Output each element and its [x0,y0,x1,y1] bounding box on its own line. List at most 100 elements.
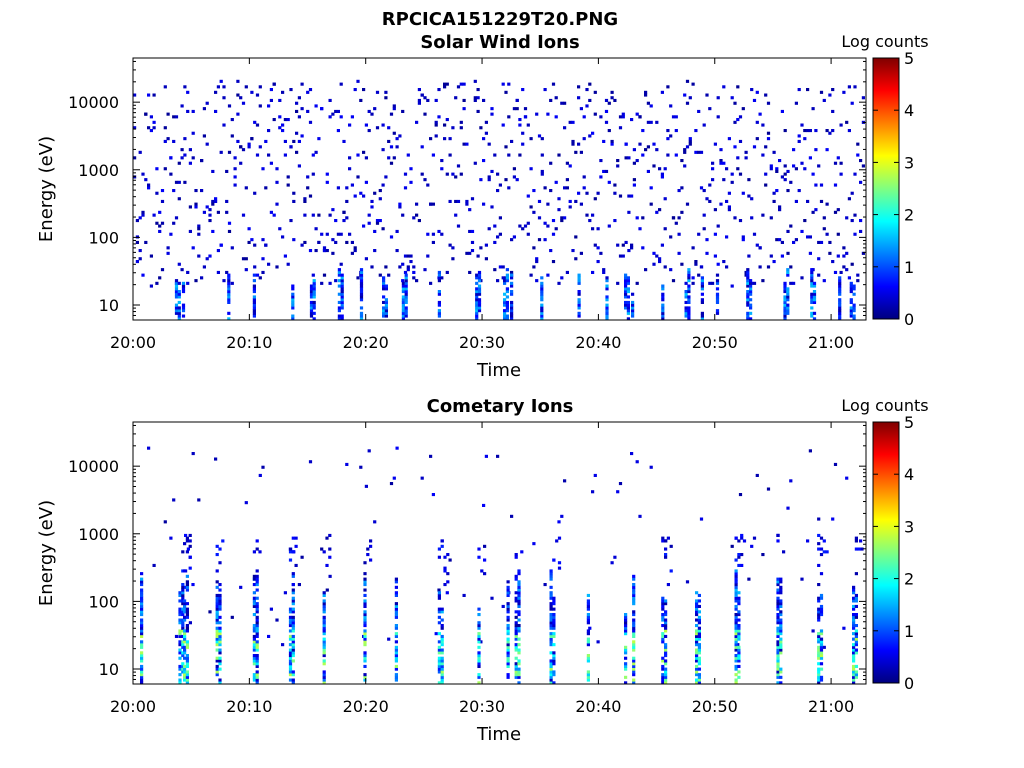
heatmap-cell [177,197,181,201]
heatmap-cell [264,186,268,190]
heatmap-cell [505,276,509,280]
heatmap-cell [403,172,408,176]
heatmap-cell [297,583,301,587]
heatmap-cell [684,306,688,310]
heatmap-cell [178,621,182,625]
heatmap-cell [776,670,780,674]
heatmap-cell [258,276,262,280]
heatmap-cell [177,262,181,266]
heatmap-cell [507,186,511,190]
heatmap-cell [311,153,315,157]
heatmap-cell [181,654,185,658]
heatmap-cell [734,591,738,595]
heatmap-cell [817,615,821,619]
heatmap-cell [498,232,502,236]
heatmap-cell [394,577,398,581]
heatmap-cell [440,232,444,236]
heatmap-cell [586,602,590,606]
heatmap-cell [734,667,738,671]
heatmap-cell [297,96,301,100]
heatmap-cell [475,295,479,299]
heatmap-cell [181,287,186,291]
heatmap-cell [356,175,360,179]
heatmap-cell [482,137,486,141]
heatmap-cell [174,216,179,220]
heatmap-cell [577,96,581,100]
heatmap-cell [404,290,408,294]
heatmap-cell [586,593,590,597]
heatmap-cell [852,604,856,608]
heatmap-cell [172,221,176,225]
heatmap-cell [510,238,514,242]
heatmap-cell [211,169,215,173]
heatmap-cell [140,659,144,663]
heatmap-cell [477,306,482,310]
heatmap-cell [493,268,497,272]
heatmap-cell [174,292,179,296]
heatmap-cell [852,624,856,628]
heatmap-cell [140,583,144,587]
heatmap-cell [345,462,349,466]
heatmap-cell [831,517,835,521]
heatmap-cell [477,607,481,611]
heatmap-cell [817,517,821,521]
heatmap-cell [514,634,518,638]
heatmap-cell [477,300,482,304]
heatmap-cell [697,681,701,685]
heatmap-cell [852,626,856,630]
heatmap-cell [579,251,583,255]
heatmap-cell [697,621,701,625]
heatmap-cell [320,107,324,111]
heatmap-cell [255,123,260,127]
heatmap-cell [632,626,636,630]
heatmap-cell [373,229,377,233]
heatmap-cell [506,585,510,589]
heatmap-cell [624,681,628,685]
heatmap-cell [632,678,636,682]
heatmap-cell [181,634,185,638]
heatmap-cell [605,306,609,310]
heatmap-cell [776,588,780,592]
heatmap-cell [261,238,265,242]
heatmap-cell [772,260,776,264]
heatmap-cell [297,115,301,119]
heatmap-cell [303,240,307,244]
heatmap-cell [215,664,219,668]
heatmap-cell [691,246,695,250]
heatmap-cell [697,634,701,638]
heatmap-cell [255,602,259,606]
heatmap-cell [180,104,184,108]
heatmap-cell [529,137,533,141]
heatmap-cell [227,290,231,294]
heatmap-cell [697,232,701,236]
heatmap-cell [734,580,738,584]
heatmap-cell [437,596,441,600]
heatmap-cell [404,295,408,299]
heatmap-cell [649,120,653,124]
heatmap-cell [621,115,625,119]
heatmap-cell [218,640,222,644]
heatmap-cell [288,610,293,614]
heatmap-cell [244,257,248,261]
heatmap-cell [552,615,556,619]
heatmap-cell [697,673,701,677]
heatmap-cell [470,197,475,201]
heatmap-cell [218,634,222,638]
heatmap-cell [574,257,578,261]
heatmap-cell [218,604,222,608]
heatmap-cell [624,664,628,668]
heatmap-cell [817,273,821,277]
heatmap-cell [267,634,271,638]
heatmap-cell [183,645,187,649]
heatmap-cell [394,648,398,652]
heatmap-cell [549,678,553,682]
heatmap-cell [819,547,824,551]
heatmap-cell [227,292,231,296]
x-tick-label: 20:40 [575,333,621,352]
heatmap-cell [353,246,357,250]
heatmap-cell [518,224,522,228]
heatmap-cell [363,604,367,608]
heatmap-cell [387,156,391,160]
heatmap-cell [448,243,452,247]
heatmap-cell [227,284,231,288]
